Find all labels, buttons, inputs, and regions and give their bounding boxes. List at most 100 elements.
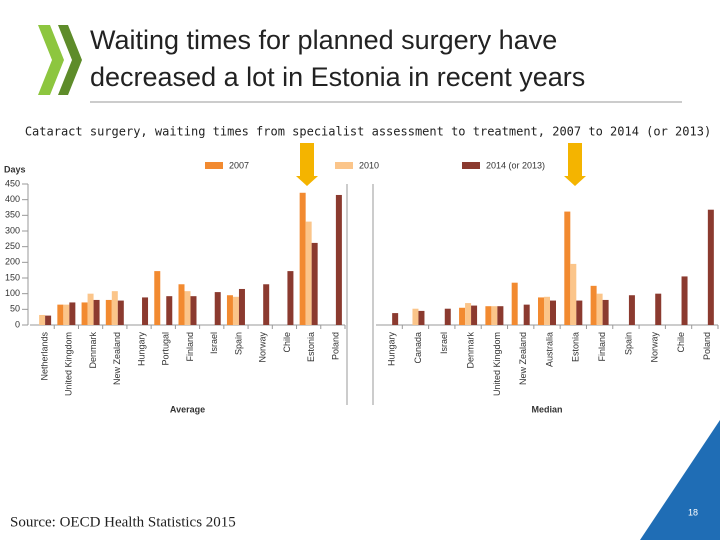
bar bbox=[93, 299, 100, 325]
title: Waiting times for planned surgery have bbox=[90, 25, 557, 55]
title: decreased a lot in Estonia in recent yea… bbox=[90, 62, 585, 92]
bar bbox=[628, 295, 635, 325]
bar bbox=[497, 306, 504, 325]
bar bbox=[184, 291, 191, 325]
x-tick-label: Finland bbox=[185, 332, 195, 362]
bar bbox=[305, 221, 312, 325]
y-axis-label: Days bbox=[4, 164, 26, 174]
y-tick-label: 200 bbox=[5, 257, 20, 267]
y-tick-label: 150 bbox=[5, 272, 20, 282]
bar bbox=[590, 285, 597, 325]
x-tick-label: New Zealand bbox=[518, 332, 528, 385]
x-tick-label: United Kingdom bbox=[492, 332, 502, 396]
bar bbox=[523, 304, 530, 325]
bar bbox=[471, 305, 478, 325]
corner bbox=[640, 420, 720, 540]
bar bbox=[681, 276, 688, 325]
bar bbox=[564, 211, 571, 325]
bar bbox=[45, 315, 52, 325]
x-tick-label: Israel bbox=[439, 332, 449, 354]
x-tick-label: Finland bbox=[597, 332, 607, 362]
bar bbox=[154, 271, 161, 325]
bar bbox=[87, 293, 94, 325]
bar bbox=[63, 304, 70, 325]
bar bbox=[570, 263, 577, 325]
x-tick-label: Spain bbox=[623, 332, 633, 355]
bar bbox=[707, 209, 714, 325]
bar bbox=[238, 288, 245, 325]
arrow bbox=[296, 143, 318, 186]
bar bbox=[57, 304, 64, 325]
x-tick-label: Spain bbox=[233, 332, 243, 355]
x-tick-label: Poland bbox=[330, 332, 340, 360]
x-tick-label: Denmark bbox=[88, 332, 98, 369]
bar bbox=[596, 293, 603, 325]
bar bbox=[602, 299, 609, 325]
x-tick-label: Portugal bbox=[161, 332, 171, 366]
legend-label: 2010 bbox=[359, 160, 379, 170]
x-tick-label: Denmark bbox=[465, 332, 475, 369]
x-tick-label: Netherlands bbox=[39, 332, 49, 381]
bar bbox=[655, 293, 662, 325]
y-tick-label: 0 bbox=[15, 319, 20, 329]
legend-swatch bbox=[462, 162, 480, 169]
legend-swatch bbox=[335, 162, 353, 169]
bar bbox=[287, 271, 294, 325]
legend-label: 2014 (or 2013) bbox=[486, 160, 545, 170]
bar bbox=[491, 306, 498, 325]
bar bbox=[214, 292, 221, 325]
bar bbox=[190, 296, 197, 325]
source: Source: OECD Health Statistics 2015 bbox=[10, 514, 236, 530]
x-tick-label: Norway bbox=[650, 332, 660, 363]
y-tick-label: 400 bbox=[5, 194, 20, 204]
y-tick-label: 450 bbox=[5, 178, 20, 188]
x-tick-label: Israel bbox=[209, 332, 219, 354]
legend-label: 2007 bbox=[229, 160, 249, 170]
bar bbox=[412, 308, 419, 325]
logo bbox=[58, 25, 82, 95]
bar bbox=[538, 297, 544, 325]
bar bbox=[111, 291, 118, 325]
x-tick-label: Chile bbox=[282, 332, 292, 353]
x-tick-label: Australia bbox=[544, 332, 554, 367]
x-tick-label: Norway bbox=[258, 332, 268, 363]
bar bbox=[544, 296, 550, 325]
y-tick-label: 350 bbox=[5, 210, 20, 220]
bar bbox=[142, 297, 149, 325]
bar bbox=[418, 310, 425, 325]
bar bbox=[459, 307, 466, 325]
x-tick-label: Chile bbox=[676, 332, 686, 353]
subtitle: Cataract surgery, waiting times from spe… bbox=[25, 125, 711, 139]
bar bbox=[511, 282, 518, 325]
x-axis-label: Median bbox=[531, 404, 562, 414]
x-tick-label: Poland bbox=[702, 332, 712, 360]
arrow bbox=[564, 143, 586, 186]
bar bbox=[485, 306, 492, 325]
y-tick-label: 250 bbox=[5, 241, 20, 251]
x-tick-label: Estonia bbox=[306, 332, 316, 362]
bar bbox=[105, 299, 112, 325]
x-tick-label: Hungary bbox=[136, 332, 146, 367]
x-tick-label: Hungary bbox=[387, 332, 397, 367]
x-tick-label: New Zealand bbox=[112, 332, 122, 385]
bar bbox=[117, 300, 124, 325]
y-tick-label: 100 bbox=[5, 288, 20, 298]
bar bbox=[178, 284, 185, 325]
bar bbox=[69, 302, 76, 325]
bar bbox=[444, 308, 451, 325]
bar bbox=[166, 296, 173, 325]
bar bbox=[550, 300, 556, 325]
x-tick-label: Canada bbox=[413, 332, 423, 364]
bar bbox=[226, 295, 233, 325]
bar bbox=[232, 296, 239, 325]
legend-swatch bbox=[205, 162, 223, 169]
page-number: 18 bbox=[688, 507, 698, 517]
bar bbox=[39, 314, 46, 325]
bar bbox=[576, 300, 583, 325]
y-tick-label: 50 bbox=[10, 304, 20, 314]
logo bbox=[38, 25, 64, 95]
bar bbox=[392, 313, 399, 325]
bar bbox=[81, 302, 88, 325]
